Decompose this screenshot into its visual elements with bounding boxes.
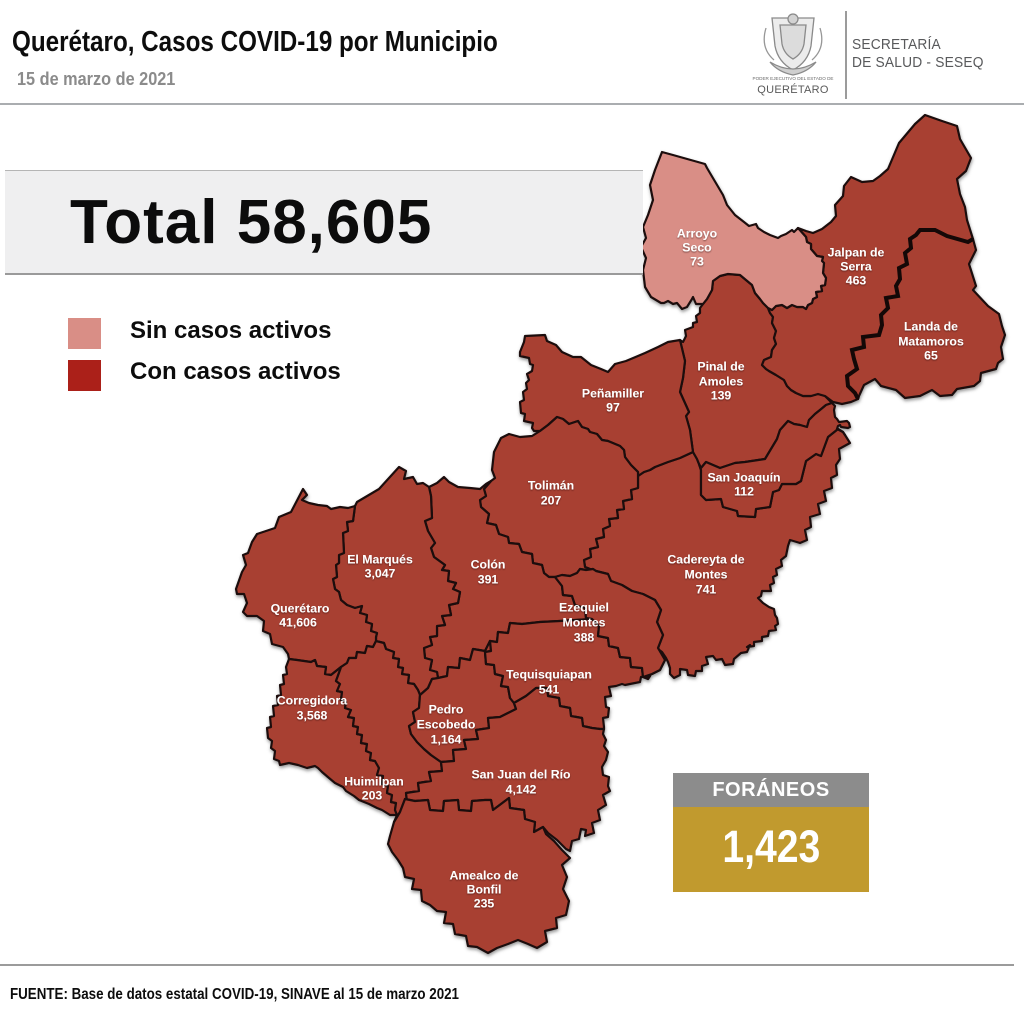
svg-text:Corregidora: Corregidora [277,694,348,708]
svg-text:3,568: 3,568 [297,709,328,723]
svg-text:207: 207 [541,494,562,508]
svg-text:97: 97 [606,401,620,415]
svg-text:San Juan del Río: San Juan del Río [471,768,571,782]
svg-text:Escobedo: Escobedo [417,718,476,732]
svg-text:El Marqués: El Marqués [347,553,413,567]
svg-text:PODER EJECUTIVO DEL ESTADO DE: PODER EJECUTIVO DEL ESTADO DE [753,76,834,81]
svg-text:Pinal de: Pinal de [697,360,744,374]
svg-text:741: 741 [696,583,717,597]
svg-text:Montes: Montes [684,568,727,582]
svg-text:4,142: 4,142 [506,783,537,797]
svg-text:541: 541 [539,683,560,697]
svg-text:139: 139 [711,389,732,403]
svg-text:Peñamiller: Peñamiller [582,387,644,401]
svg-text:Amealco de: Amealco de [449,869,518,883]
svg-text:73: 73 [690,255,704,269]
svg-text:388: 388 [574,631,595,645]
svg-text:Cadereyta de: Cadereyta de [667,553,744,567]
svg-text:Amoles: Amoles [699,375,744,389]
svg-text:Querétaro: Querétaro [271,602,330,616]
svg-text:Ezequiel: Ezequiel [559,601,609,615]
svg-text:Tolimán: Tolimán [528,479,574,493]
svg-text:Bonfil: Bonfil [467,883,502,897]
svg-text:QUERÉTARO: QUERÉTARO [757,83,829,96]
svg-text:Seco: Seco [682,241,712,255]
svg-text:Serra: Serra [840,260,872,274]
svg-text:112: 112 [734,485,754,499]
svg-text:65: 65 [924,349,938,363]
svg-text:235: 235 [474,897,495,911]
svg-text:Jalpan de: Jalpan de [828,246,885,260]
svg-text:41,606: 41,606 [279,616,317,630]
svg-text:Landa de: Landa de [904,320,958,334]
svg-text:Colón: Colón [471,558,506,572]
svg-text:3,047: 3,047 [365,567,396,581]
svg-text:Arroyo: Arroyo [677,227,718,241]
svg-text:Tequisquiapan: Tequisquiapan [506,668,592,682]
svg-text:203: 203 [362,789,383,803]
svg-text:463: 463 [846,274,867,288]
svg-text:Matamoros: Matamoros [898,335,964,349]
svg-text:Huimilpan: Huimilpan [344,775,403,789]
svg-text:San Joaquín: San Joaquín [707,471,780,485]
svg-text:1,164: 1,164 [431,733,462,747]
svg-text:Pedro: Pedro [429,703,464,717]
svg-text:Montes: Montes [562,616,605,630]
svg-text:391: 391 [478,573,499,587]
